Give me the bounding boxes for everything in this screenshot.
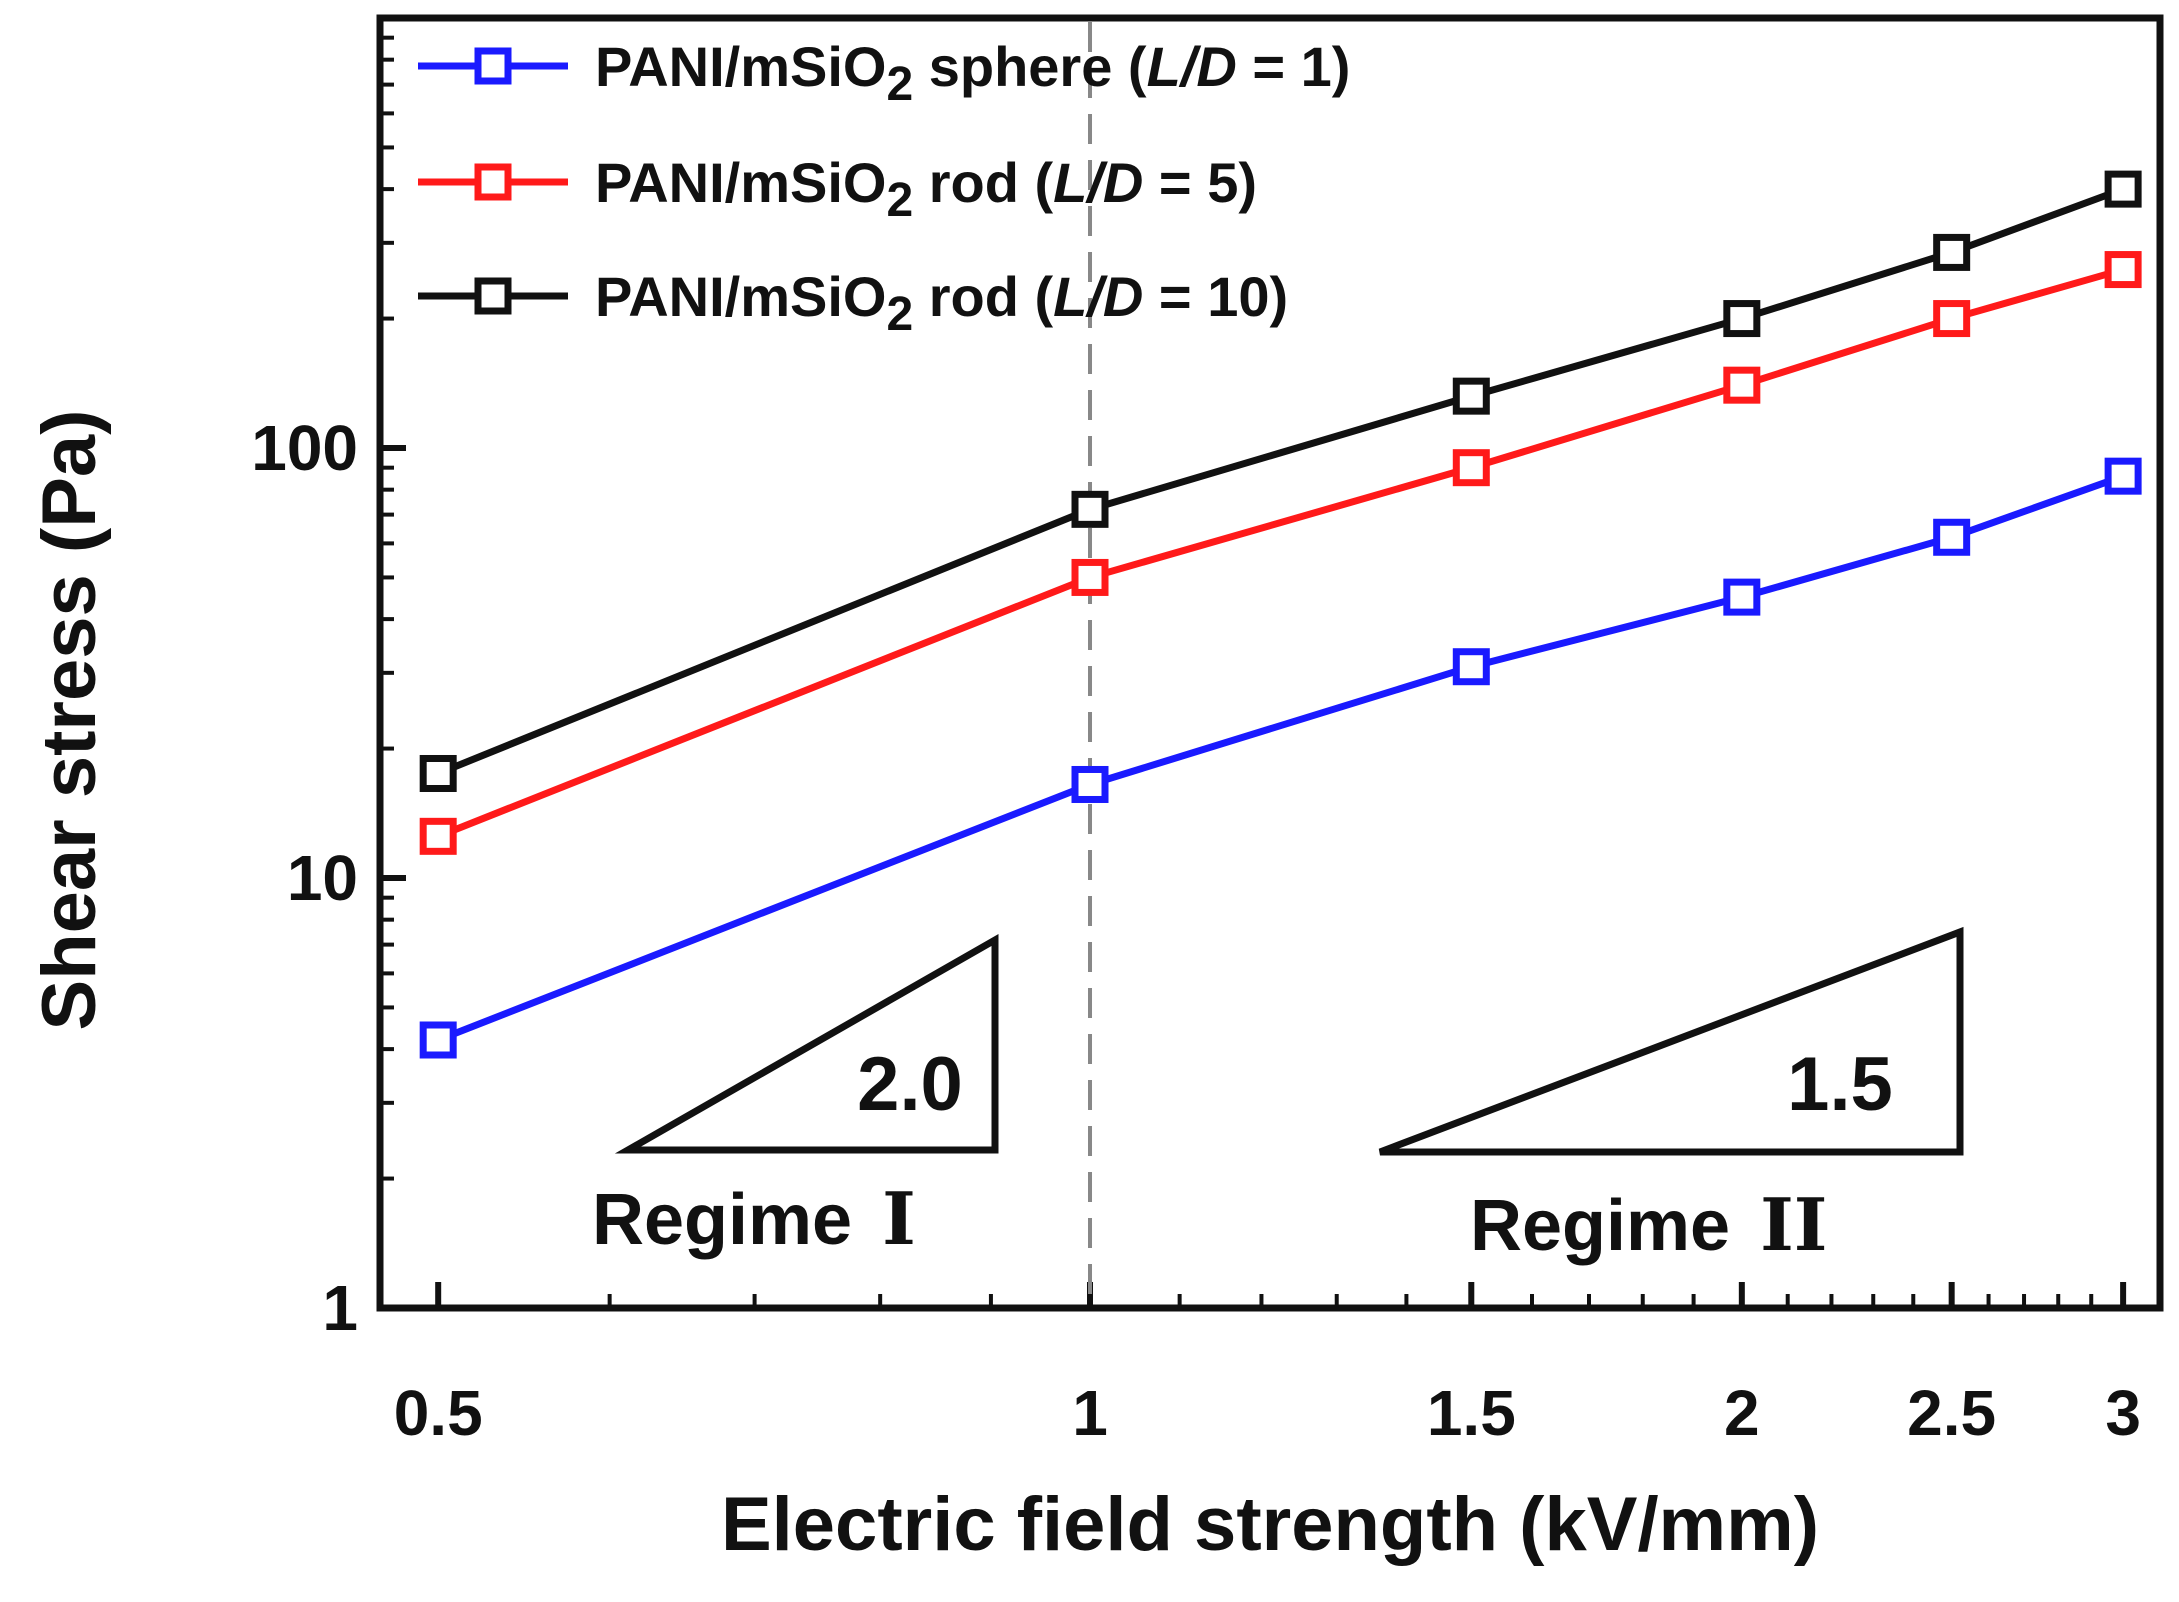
x-axis-title: Electric field strength (kV/mm) <box>721 1482 1819 1567</box>
y-tick-label: 10 <box>287 842 358 914</box>
legend-sphere-mid: sphere ( <box>913 35 1147 98</box>
legend-sphere-sub: 2 <box>886 58 913 111</box>
legend-marker-rod10 <box>474 277 512 315</box>
data-point-1-5 <box>2104 251 2142 289</box>
regime-2-label: Regime II <box>1470 1182 1827 1267</box>
legend-rod5-sub: 2 <box>886 174 913 227</box>
y-tick-label: 1 <box>322 1272 358 1344</box>
legend-rod10-sub: 2 <box>886 288 913 341</box>
x-major-ticks <box>435 1282 2127 1308</box>
regime-2-word: Regime <box>1470 1186 1730 1266</box>
regime-1-label: Regime I <box>592 1176 916 1261</box>
slope-triangle-regime-1 <box>614 933 999 1154</box>
legend-rod10-main: PANI/mSiO <box>595 265 886 328</box>
legend-rod5-ld: L/D <box>1053 151 1143 214</box>
data-point-0-1 <box>1071 765 1109 803</box>
legend: PANI/mSiO2 sphere (L/D = 1) PANI/mSiO2 r… <box>418 35 1350 341</box>
series-line-0 <box>436 472 2125 1044</box>
series-line-1 <box>436 266 2125 840</box>
legend-rod5-main: PANI/mSiO <box>595 151 886 214</box>
y-tick-label: 100 <box>251 412 358 484</box>
data-point-0-2 <box>1452 648 1490 686</box>
legend-sphere-end: = 1) <box>1237 35 1351 98</box>
legend-marker-sphere <box>474 47 512 85</box>
legend-rod10-ld: L/D <box>1053 265 1143 328</box>
data-point-0-4 <box>1933 518 1971 556</box>
regime-1-numeral: I <box>882 1176 916 1261</box>
data-point-1-0 <box>419 817 457 855</box>
y-axis-title: Shear stress (Pa) <box>27 410 112 1031</box>
data-point-2-2 <box>1452 377 1490 415</box>
data-point-1-4 <box>1933 300 1971 338</box>
tick-labels: 0.5 1 1.5 2 2.5 3 1 10 100 <box>251 412 2141 1449</box>
legend-rod10-mid: rod ( <box>913 265 1053 328</box>
data-point-0-3 <box>1723 578 1761 616</box>
legend-marker-rod5 <box>474 163 512 201</box>
legend-label-rod5: PANI/mSiO2 rod (L/D = 5) <box>595 151 1257 227</box>
y-minor-ticks <box>380 35 394 1181</box>
regime-2-numeral: II <box>1760 1182 1827 1267</box>
slope-triangle-regime-2 <box>1378 926 1964 1156</box>
data-point-2-4 <box>1933 233 1971 271</box>
data-point-2-5 <box>2104 170 2142 208</box>
legend-entry-rod5: PANI/mSiO2 rod (L/D = 5) <box>418 151 1257 227</box>
legend-label-rod10: PANI/mSiO2 rod (L/D = 10) <box>595 265 1288 341</box>
legend-label-sphere: PANI/mSiO2 sphere (L/D = 1) <box>595 35 1350 111</box>
x-tick-label: 0.5 <box>394 1377 483 1449</box>
data-point-2-0 <box>419 754 457 792</box>
legend-rod10-end: = 10) <box>1143 265 1288 328</box>
data-point-1-1 <box>1071 558 1109 596</box>
data-point-0-0 <box>419 1021 457 1059</box>
legend-sphere-ld: L/D <box>1147 35 1237 98</box>
x-tick-label: 1 <box>1072 1377 1108 1449</box>
legend-rod5-mid: rod ( <box>913 151 1053 214</box>
plot-frame <box>376 14 2164 1312</box>
series-layer <box>419 170 2142 1059</box>
legend-rod5-end: = 5) <box>1143 151 1257 214</box>
data-point-1-2 <box>1452 449 1490 487</box>
data-point-2-3 <box>1723 300 1761 338</box>
series-line-2 <box>436 185 2125 777</box>
x-minor-ticks <box>607 1294 2094 1308</box>
legend-entry-sphere: PANI/mSiO2 sphere (L/D = 1) <box>418 35 1350 111</box>
data-point-2-1 <box>1071 490 1109 528</box>
slope-label-2: 1.5 <box>1787 1042 1893 1127</box>
x-tick-label: 3 <box>2105 1377 2141 1449</box>
data-point-0-5 <box>2104 457 2142 495</box>
legend-sphere-main: PANI/mSiO <box>595 35 886 98</box>
slope-label-1: 2.0 <box>857 1042 963 1127</box>
x-tick-label: 2.5 <box>1907 1377 1996 1449</box>
legend-entry-rod10: PANI/mSiO2 rod (L/D = 10) <box>418 265 1288 341</box>
regime-1-word: Regime <box>592 1180 852 1260</box>
y-major-ticks <box>380 445 406 1311</box>
data-point-1-3 <box>1723 366 1761 404</box>
x-tick-label: 2 <box>1724 1377 1760 1449</box>
x-tick-label: 1.5 <box>1427 1377 1516 1449</box>
